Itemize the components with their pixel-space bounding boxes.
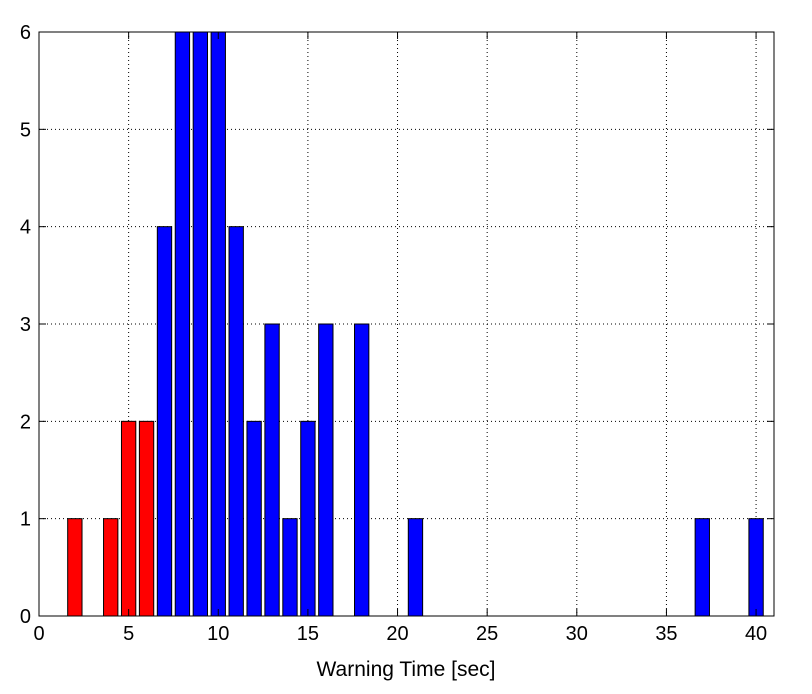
- bar: [264, 323, 280, 617]
- bar: [318, 323, 334, 617]
- bar: [228, 226, 244, 617]
- x-tick-label: 40: [745, 623, 767, 645]
- x-tick-labels: 0 5 10 15 20 25 30 35 40: [33, 623, 767, 645]
- bar: [282, 518, 298, 617]
- bar: [246, 420, 262, 617]
- bar: [748, 518, 764, 617]
- x-tick-label: 10: [207, 623, 229, 645]
- x-tick-label: 20: [386, 623, 408, 645]
- bar: [694, 518, 710, 617]
- bar: [138, 420, 155, 617]
- bar: [174, 31, 191, 617]
- y-tick-label: 1: [20, 509, 31, 531]
- x-tick-label: 15: [297, 623, 319, 645]
- x-tick-label: 25: [476, 623, 498, 645]
- y-tick-label: 6: [20, 22, 31, 44]
- y-tick-label: 3: [20, 314, 31, 336]
- grid-lines: [39, 32, 774, 616]
- bar: [300, 420, 316, 617]
- bar: [210, 31, 226, 617]
- x-tick-label: 30: [566, 623, 588, 645]
- bar: [192, 31, 209, 617]
- bar: [67, 518, 83, 617]
- x-tick-label: 0: [33, 623, 44, 645]
- bars: [67, 31, 764, 617]
- bar: [120, 420, 137, 617]
- x-tick-label: 35: [655, 623, 677, 645]
- bar: [354, 323, 370, 617]
- y-tick-label: 0: [20, 606, 31, 628]
- y-tick-label: 2: [20, 411, 31, 433]
- bar: [156, 226, 173, 617]
- y-tick-labels: 0 1 2 3 4 5 6: [20, 22, 31, 628]
- x-axis-label: Warning Time [sec]: [317, 658, 496, 681]
- x-tick-label: 5: [123, 623, 134, 645]
- y-tick-label: 5: [20, 119, 31, 141]
- y-tick-label: 4: [20, 217, 31, 239]
- bar: [407, 518, 424, 617]
- axis-ticks: [38, 31, 774, 617]
- bar: [103, 518, 119, 617]
